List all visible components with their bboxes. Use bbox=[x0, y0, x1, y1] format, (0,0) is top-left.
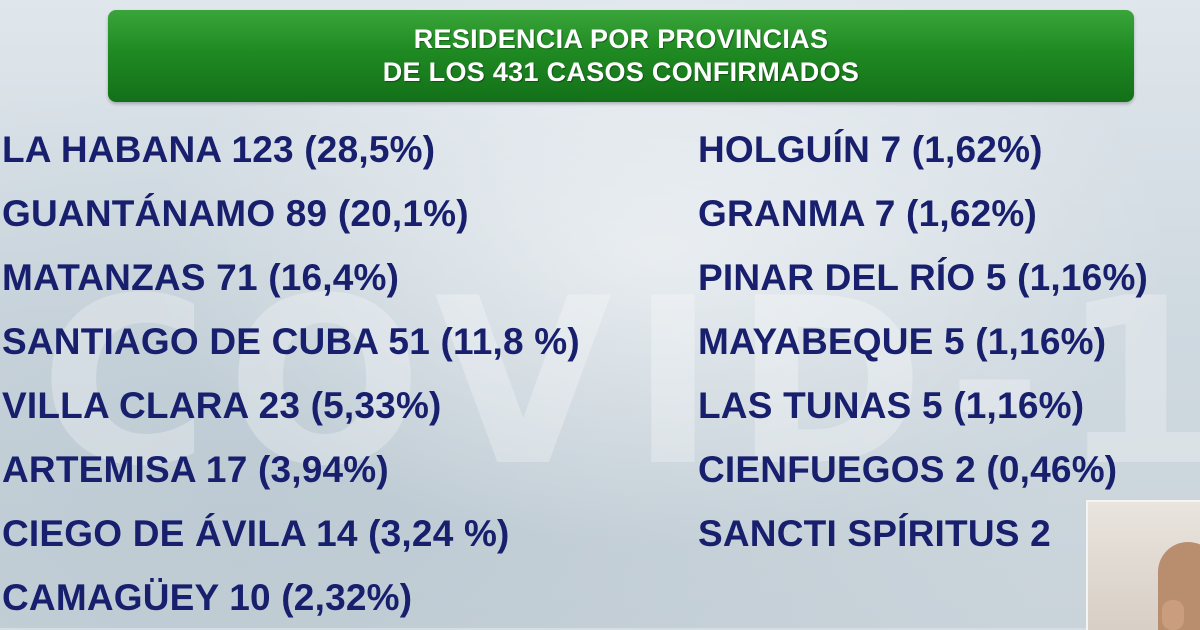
presenter-hand bbox=[1162, 600, 1184, 630]
province-row: ARTEMISA 17 (3,94%) bbox=[2, 449, 389, 490]
province-row: MAYABEQUE 5 (1,16%) bbox=[698, 321, 1107, 362]
province-row: HOLGUÍN 7 (1,62%) bbox=[698, 129, 1043, 170]
province-row: CAMAGÜEY 10 (2,32%) bbox=[2, 577, 413, 618]
province-row: VILLA CLARA 23 (5,33%) bbox=[2, 385, 442, 426]
province-list-left: LA HABANA 123 (28,5%) GUANTÁNAMO 89 (20,… bbox=[2, 118, 580, 630]
province-row: GRANMA 7 (1,62%) bbox=[698, 193, 1038, 234]
province-row: LAS TUNAS 5 (1,16%) bbox=[698, 385, 1085, 426]
title-line-2: DE LOS 431 CASOS CONFIRMADOS bbox=[382, 57, 860, 87]
province-row: LA HABANA 123 (28,5%) bbox=[2, 129, 436, 170]
province-row: PINAR DEL RÍO 5 (1,16%) bbox=[698, 257, 1149, 298]
background-watermark: COVID-19 bbox=[40, 250, 1200, 517]
province-row: CIEGO DE ÁVILA 14 (3,24 %) bbox=[2, 513, 510, 554]
province-row: GUANTÁNAMO 89 (20,1%) bbox=[2, 193, 469, 234]
title-line-1: RESIDENCIA POR PROVINCIAS bbox=[413, 24, 829, 54]
province-row: MATANZAS 71 (16,4%) bbox=[2, 257, 400, 298]
presenter-video-inset bbox=[1086, 500, 1200, 630]
province-row: SANCTI SPÍRITUS 2 bbox=[698, 513, 1051, 554]
province-row: CIENFUEGOS 2 (0,46%) bbox=[698, 449, 1118, 490]
title-banner: RESIDENCIA POR PROVINCIAS DE LOS 431 CAS… bbox=[108, 10, 1134, 102]
province-row: SANTIAGO DE CUBA 51 (11,8 %) bbox=[2, 321, 580, 362]
province-list-right: HOLGUÍN 7 (1,62%) GRANMA 7 (1,62%) PINAR… bbox=[698, 118, 1148, 566]
